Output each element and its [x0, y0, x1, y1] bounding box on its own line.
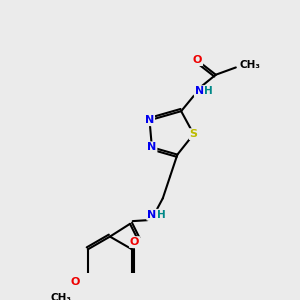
Text: CH₃: CH₃ [50, 293, 71, 300]
Text: N: N [195, 86, 204, 96]
Text: N: N [145, 115, 154, 125]
Text: H: H [157, 210, 165, 220]
Text: O: O [193, 55, 202, 65]
Text: O: O [70, 277, 80, 287]
Text: N: N [147, 210, 157, 220]
Text: O: O [130, 237, 139, 247]
Text: S: S [190, 129, 198, 139]
Text: N: N [147, 142, 157, 152]
Text: CH₃: CH₃ [239, 60, 260, 70]
Text: H: H [204, 86, 213, 96]
